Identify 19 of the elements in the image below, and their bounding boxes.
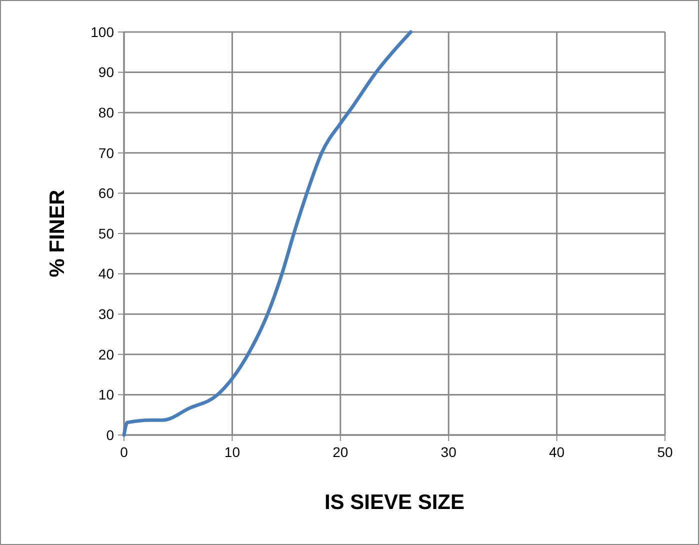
x-tick-label: 20 [332, 444, 348, 460]
x-tick-label: 50 [657, 444, 673, 460]
y-axis-title: % FINER [46, 190, 69, 278]
y-tick-label: 0 [106, 426, 114, 443]
y-tick-label: 30 [98, 306, 114, 322]
y-tick-label: 100 [90, 24, 114, 40]
x-tick-label: 0 [120, 444, 128, 460]
y-tick-label: 20 [98, 346, 114, 362]
y-tick-label: 80 [98, 104, 114, 120]
x-tick-label: 40 [549, 444, 565, 460]
y-tick-label: 40 [98, 266, 114, 282]
x-tick-label: 10 [224, 444, 240, 460]
y-tick-label: 10 [98, 386, 114, 403]
y-tick-label: 50 [98, 225, 114, 242]
y-tick-label: 60 [98, 185, 114, 202]
x-tick-label: 30 [440, 444, 457, 460]
x-axis-title: IS SIEVE SIZE [324, 491, 465, 514]
y-tick-label: 70 [98, 144, 114, 161]
y-tick-label: 90 [98, 64, 114, 80]
